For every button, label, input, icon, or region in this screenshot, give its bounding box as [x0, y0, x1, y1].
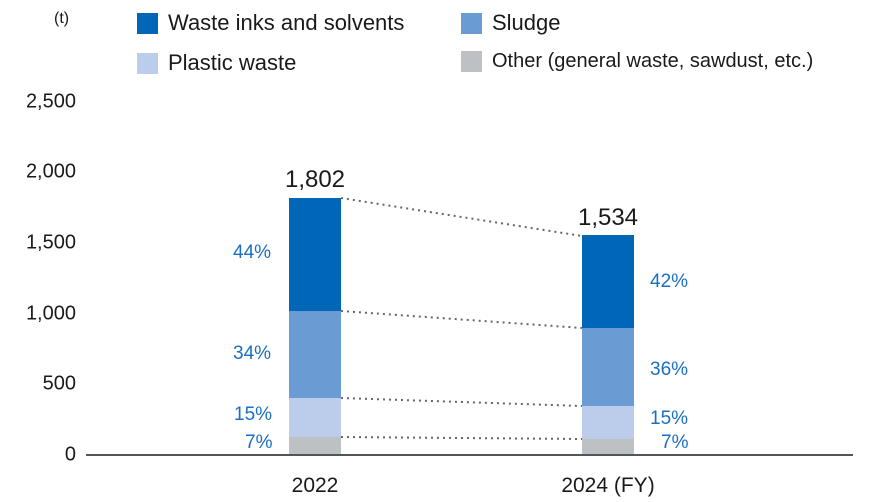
x-axis-line — [86, 454, 853, 456]
legend-label: Plastic waste — [168, 50, 297, 75]
pct-label-sludge: 36% — [650, 359, 689, 380]
segment-other — [582, 439, 634, 455]
legend-swatch-icon — [137, 52, 158, 74]
legend-swatch-icon — [461, 51, 482, 72]
legend-item-plastic: Plastic waste — [137, 50, 296, 76]
pct-label-other: 7% — [245, 432, 273, 453]
segment-waste-inks — [582, 235, 634, 328]
y-tick: 1,500 — [25, 231, 76, 254]
segment-sludge — [582, 328, 634, 406]
legend-label: Other (general waste, sawdust, etc.) — [492, 50, 814, 72]
legend-item-other: Other (general waste, sawdust, etc.) — [461, 50, 813, 73]
bar-total-label: 1,534 — [577, 204, 639, 231]
segment-waste-inks — [289, 198, 341, 311]
y-tick: 500 — [42, 372, 76, 395]
y-tick: 2,500 — [25, 90, 76, 113]
pct-label-plastic: 15% — [234, 404, 273, 425]
x-label: 2022 — [291, 474, 339, 497]
segment-sludge — [289, 311, 341, 398]
pct-label-ink: 42% — [650, 271, 689, 292]
segment-other — [289, 437, 341, 455]
unit-label: (t) — [54, 10, 70, 27]
x-label: 2024 (FY) — [561, 474, 655, 497]
bar-total-label: 1,802 — [284, 166, 346, 193]
y-tick: 2,000 — [25, 160, 76, 183]
legend-label: Sludge — [492, 10, 561, 35]
pct-label-ink: 44% — [233, 242, 272, 263]
pct-label-other: 7% — [661, 432, 689, 453]
pct-label-plastic: 15% — [650, 408, 689, 429]
legend-item-sludge: Sludge — [461, 10, 561, 36]
y-tick: 1,000 — [25, 302, 76, 325]
segment-plastic — [289, 398, 341, 437]
legend-item-waste-inks: Waste inks and solvents — [137, 10, 404, 36]
segment-plastic — [582, 406, 634, 439]
legend-swatch-icon — [137, 12, 158, 34]
legend-swatch-icon — [461, 12, 482, 34]
y-tick: 0 — [64, 443, 76, 466]
legend-label: Waste inks and solvents — [168, 10, 405, 35]
pct-label-sludge: 34% — [233, 343, 272, 364]
